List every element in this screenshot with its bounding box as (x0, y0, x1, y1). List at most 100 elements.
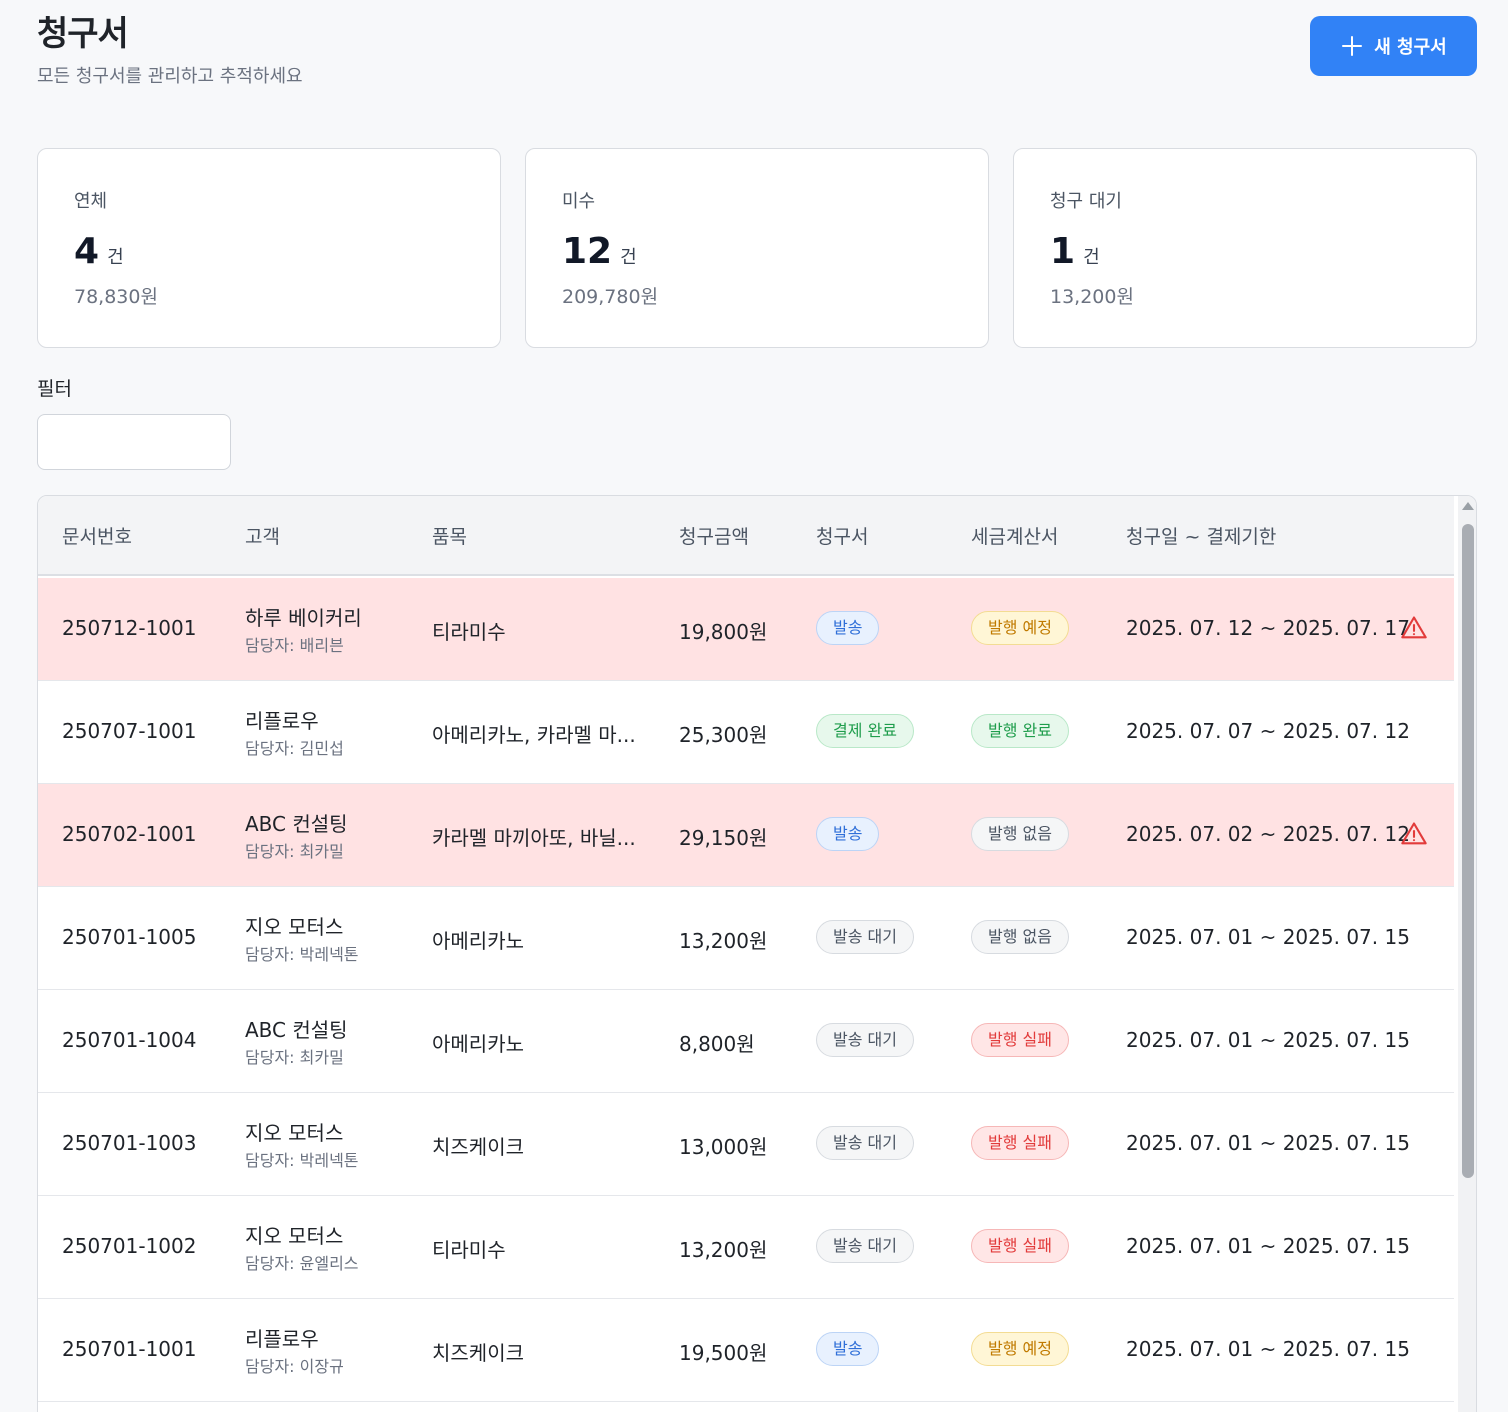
invoice-status-badge: 발송 (816, 817, 880, 851)
summary-amount: 209,780원 (562, 286, 659, 308)
invoice-status-badge: 발송 대기 (816, 1126, 914, 1160)
invoice-status-badge: 발송 (816, 1332, 880, 1366)
invoice-amount: 8,800원 (679, 1032, 755, 1056)
invoice-date-range: 2025. 07. 01 ~ 2025. 07. 15 (1126, 1028, 1410, 1052)
column-header-tax-invoice[interactable]: 세금계산서 (971, 526, 1059, 548)
doc-number: 250701-1001 (62, 1337, 197, 1361)
scroll-up-arrow-icon[interactable] (1462, 502, 1474, 510)
customer-manager: 담당자: 이장규 (245, 1357, 344, 1376)
invoice-date-range: 2025. 07. 01 ~ 2025. 07. 15 (1126, 1131, 1410, 1155)
invoice-date-range: 2025. 07. 07 ~ 2025. 07. 12 (1126, 719, 1410, 743)
column-header-invoice[interactable]: 청구서 (816, 526, 869, 548)
doc-number: 250701-1005 (62, 925, 197, 949)
doc-number: 250701-1002 (62, 1234, 197, 1258)
tax-invoice-status-badge: 발행 없음 (971, 920, 1069, 954)
table-row[interactable]: 250701-1001 리플로우 담당자: 이장규 치즈케이크 19,500원 발송 발행 … (38, 1299, 1454, 1402)
customer-manager: 담당자: 김민섭 (245, 739, 344, 758)
summary-label: 청구 대기 (1050, 191, 1122, 212)
invoice-amount: 25,300원 (679, 723, 768, 747)
customer-name: 지오 모터스 (245, 1121, 344, 1145)
tax-invoice-status-badge: 발행 예정 (971, 1332, 1069, 1366)
summary-count-unit: 건 (1083, 247, 1100, 268)
item-name: 티라미수 (432, 1238, 506, 1262)
item-name: 아메리카노 (432, 929, 524, 953)
page-subtitle: 모든 청구서를 관리하고 추적하세요 (37, 66, 303, 87)
summary-card-unpaid[interactable]: 미수 12 건 209,780원 (525, 148, 989, 348)
item-name: 티라미수 (432, 620, 506, 644)
invoice-amount: 13,000원 (679, 1135, 768, 1159)
table-row[interactable]: 250701-1003 지오 모터스 담당자: 박레넥톤 치즈케이크 13,000원 발송… (38, 1093, 1454, 1196)
tax-invoice-status-badge: 발행 실패 (971, 1023, 1069, 1057)
table-row[interactable]: 250702-1001 ABC 컨설팅 담당자: 최카밀 카라멜 마끼아또, 바닐..… (38, 784, 1454, 887)
invoice-date-range: 2025. 07. 01 ~ 2025. 07. 15 (1126, 1337, 1410, 1361)
summary-count-unit: 건 (107, 247, 124, 268)
summary-card-overdue[interactable]: 연체 4 건 78,830원 (37, 148, 501, 348)
item-name: 카라멜 마끼아또, 바닐... (432, 826, 636, 850)
invoice-status-badge: 발송 (816, 611, 880, 645)
customer-manager: 담당자: 배리븐 (245, 636, 344, 655)
invoice-table: 문서번호 고객 품목 청구금액 청구서 세금계산서 청구일 ~ 결제기한 250… (37, 495, 1477, 1412)
customer-name: 리플로우 (245, 1327, 319, 1351)
page-title: 청구서 (37, 14, 129, 54)
summary-label: 미수 (562, 191, 596, 212)
warning-triangle-icon (1400, 614, 1428, 642)
tax-invoice-status-badge: 발행 실패 (971, 1126, 1069, 1160)
customer-name: 리플로우 (245, 709, 319, 733)
filter-select[interactable] (37, 414, 231, 470)
tax-invoice-status-badge: 발행 예정 (971, 611, 1069, 645)
summary-count-number: 4 (74, 231, 100, 272)
new-invoice-button[interactable]: 새 청구서 (1310, 16, 1477, 76)
customer-name: ABC 컨설팅 (245, 812, 348, 836)
tax-invoice-status-badge: 발행 완료 (971, 714, 1069, 748)
summary-count-number: 12 (562, 231, 613, 272)
customer-name: 하루 베이커리 (245, 606, 362, 630)
customer-manager: 담당자: 박레넥톤 (245, 1151, 359, 1170)
plus-icon (1342, 36, 1363, 56)
invoice-status-badge: 결제 완료 (816, 714, 914, 748)
doc-number: 250701-1004 (62, 1028, 197, 1052)
customer-manager: 담당자: 박레넥톤 (245, 945, 359, 964)
summary-count: 4 건 (74, 231, 464, 272)
column-header-doc-number[interactable]: 문서번호 (62, 526, 132, 548)
column-header-dates[interactable]: 청구일 ~ 결제기한 (1126, 526, 1277, 548)
warning-triangle-icon (1400, 820, 1428, 848)
invoice-date-range: 2025. 07. 01 ~ 2025. 07. 15 (1126, 1234, 1410, 1258)
customer-name: 지오 모터스 (245, 915, 344, 939)
column-header-customer[interactable]: 고객 (245, 526, 280, 548)
invoice-status-badge: 발송 대기 (816, 1023, 914, 1057)
customer-name: 지오 모터스 (245, 1224, 344, 1248)
summary-count-unit: 건 (620, 247, 637, 268)
scrollbar[interactable] (1458, 496, 1476, 1412)
filter-label: 필터 (37, 378, 72, 400)
summary-card-pending[interactable]: 청구 대기 1 건 13,200원 (1013, 148, 1477, 348)
item-name: 아메리카노 (432, 1032, 524, 1056)
summary-count: 12 건 (562, 231, 952, 272)
customer-manager: 담당자: 윤엘리스 (245, 1254, 359, 1273)
item-name: 치즈케이크 (432, 1341, 524, 1365)
customer-manager: 담당자: 최카밀 (245, 842, 344, 861)
scroll-thumb[interactable] (1462, 524, 1474, 1178)
doc-number: 250707-1001 (62, 719, 197, 743)
invoice-date-range: 2025. 07. 01 ~ 2025. 07. 15 (1126, 925, 1410, 949)
table-row[interactable]: 250707-1001 리플로우 담당자: 김민섭 아메리카노, 카라멜 마... 25… (38, 681, 1454, 784)
table-row[interactable]: 250701-1004 ABC 컨설팅 담당자: 최카밀 아메리카노 8,800원 발송 … (38, 990, 1454, 1093)
doc-number: 250701-1003 (62, 1131, 197, 1155)
invoice-status-badge: 발송 대기 (816, 1229, 914, 1263)
invoice-date-range: 2025. 07. 12 ~ 2025. 07. 17 (1126, 616, 1410, 640)
column-header-amount[interactable]: 청구금액 (679, 526, 749, 548)
summary-count-number: 1 (1050, 231, 1076, 272)
invoice-date-range: 2025. 07. 02 ~ 2025. 07. 12 (1126, 822, 1410, 846)
summary-count: 1 건 (1050, 231, 1440, 272)
invoice-amount: 13,200원 (679, 929, 768, 953)
summary-label: 연체 (74, 191, 108, 212)
table-row[interactable]: 250701-1002 지오 모터스 담당자: 윤엘리스 티라미수 13,200원 발송 … (38, 1196, 1454, 1299)
doc-number: 250712-1001 (62, 616, 197, 640)
customer-manager: 담당자: 최카밀 (245, 1048, 344, 1067)
invoice-amount: 29,150원 (679, 826, 768, 850)
column-header-item[interactable]: 품목 (432, 526, 467, 548)
table-header: 문서번호 고객 품목 청구금액 청구서 세금계산서 청구일 ~ 결제기한 (38, 496, 1454, 576)
invoice-status-badge: 발송 대기 (816, 920, 914, 954)
invoice-amount: 19,800원 (679, 620, 768, 644)
